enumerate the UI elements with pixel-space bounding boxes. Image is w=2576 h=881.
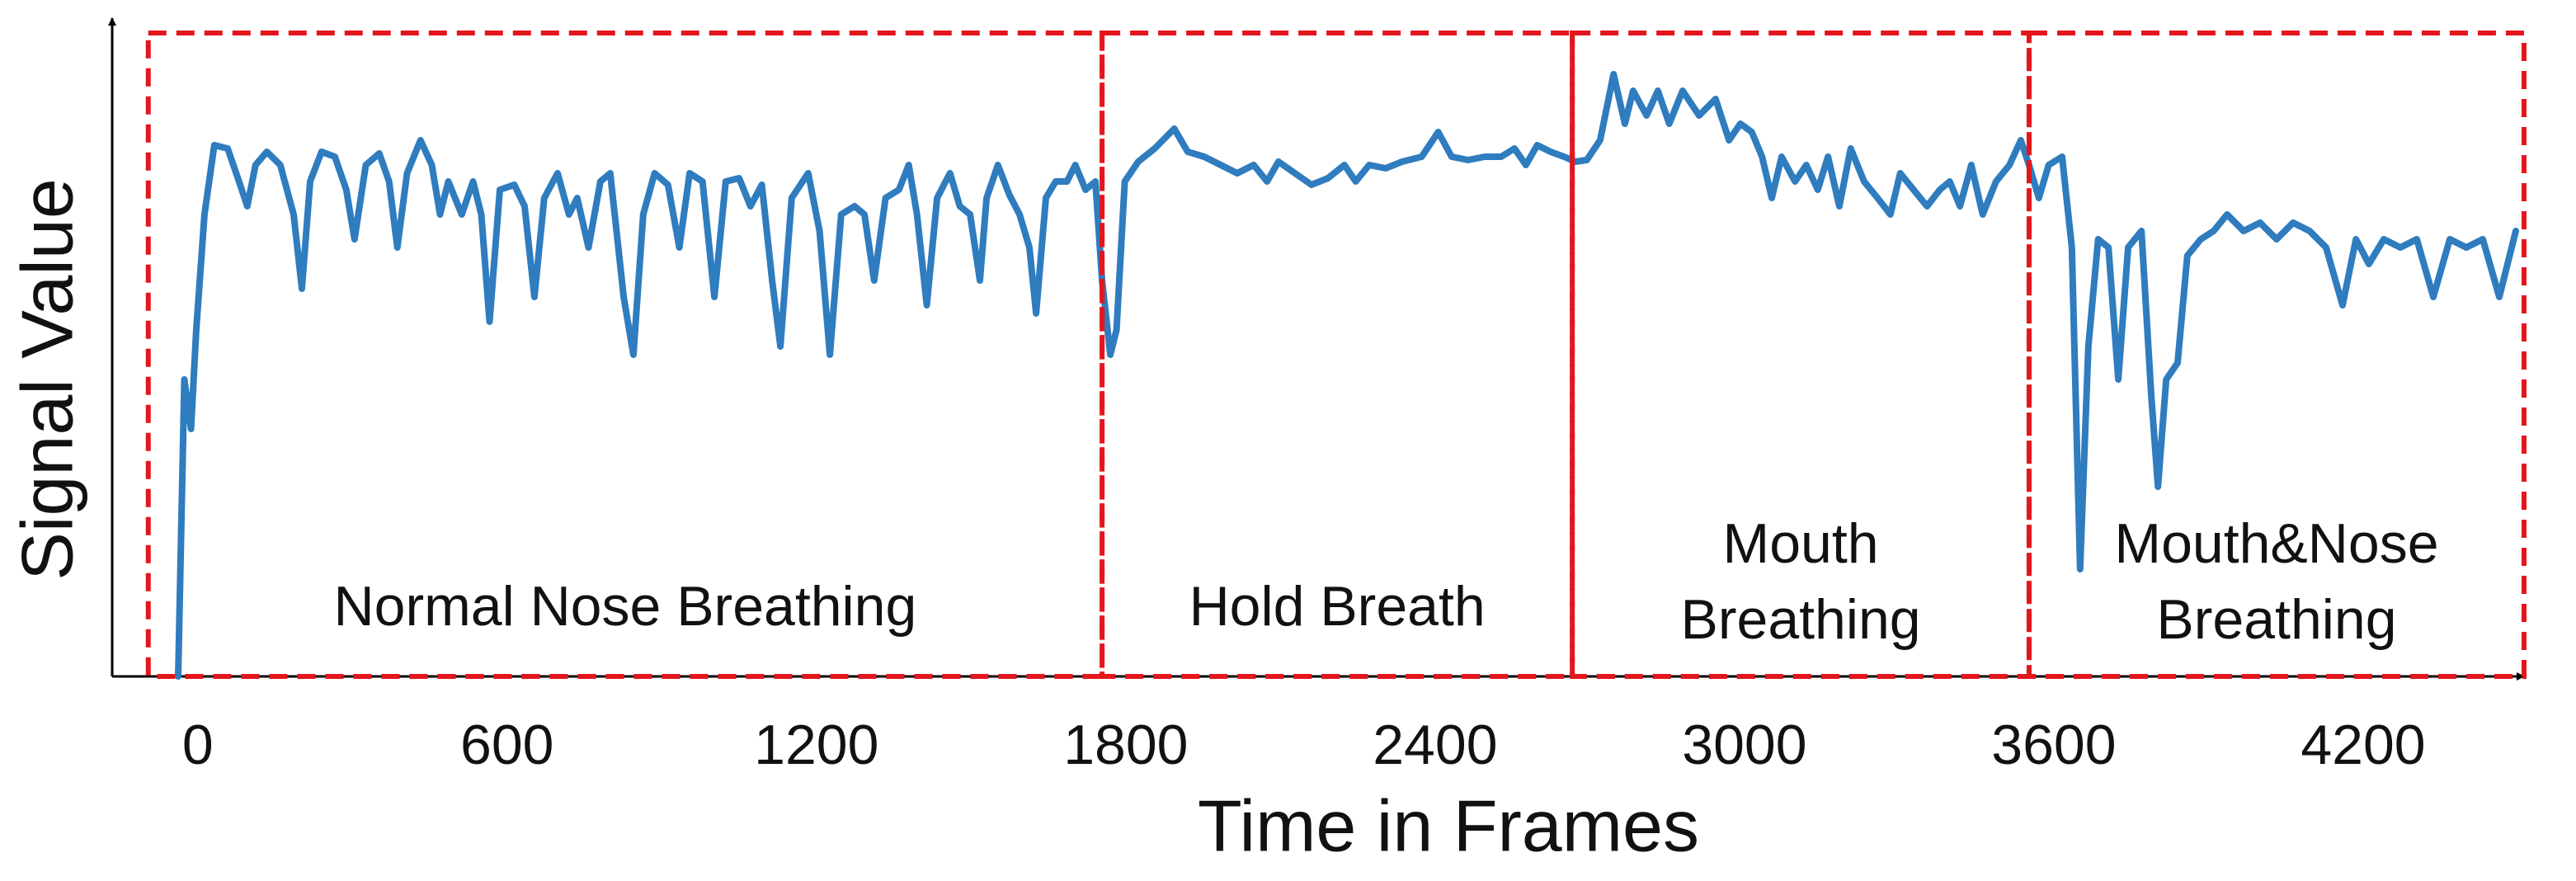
signal-line — [175, 71, 2519, 680]
region-label: Mouth — [1723, 512, 1879, 575]
x-tick-label: 4200 — [2301, 714, 2425, 776]
region-label: Hold Breath — [1189, 575, 1486, 638]
x-axis-title: Time in Frames — [1198, 784, 1699, 866]
plot-area: 0 600 1200 1800 2400 3000 3600 4200 Normal Nose … — [145, 31, 2527, 776]
region-box — [1570, 31, 2032, 679]
x-tick-label: 3000 — [1682, 714, 1806, 776]
region-label: Mouth&Nose — [2114, 512, 2438, 575]
x-tick-label: 1200 — [754, 714, 878, 776]
x-tick-label: 2400 — [1373, 714, 1497, 776]
x-tick-label: 600 — [460, 714, 553, 776]
x-tick-label: 0 — [182, 714, 214, 776]
region-box — [145, 31, 1105, 679]
x-tick-label: 3600 — [1991, 714, 2116, 776]
region-label: Breathing — [2156, 588, 2396, 651]
x-tick-label: 1800 — [1063, 714, 1188, 776]
region-box — [2026, 31, 2527, 679]
region-label: Normal Nose Breathing — [334, 575, 917, 638]
region-box — [1100, 31, 1575, 679]
region-label: Breathing — [1681, 588, 1921, 651]
y-axis-title: Signal Value — [6, 178, 87, 581]
